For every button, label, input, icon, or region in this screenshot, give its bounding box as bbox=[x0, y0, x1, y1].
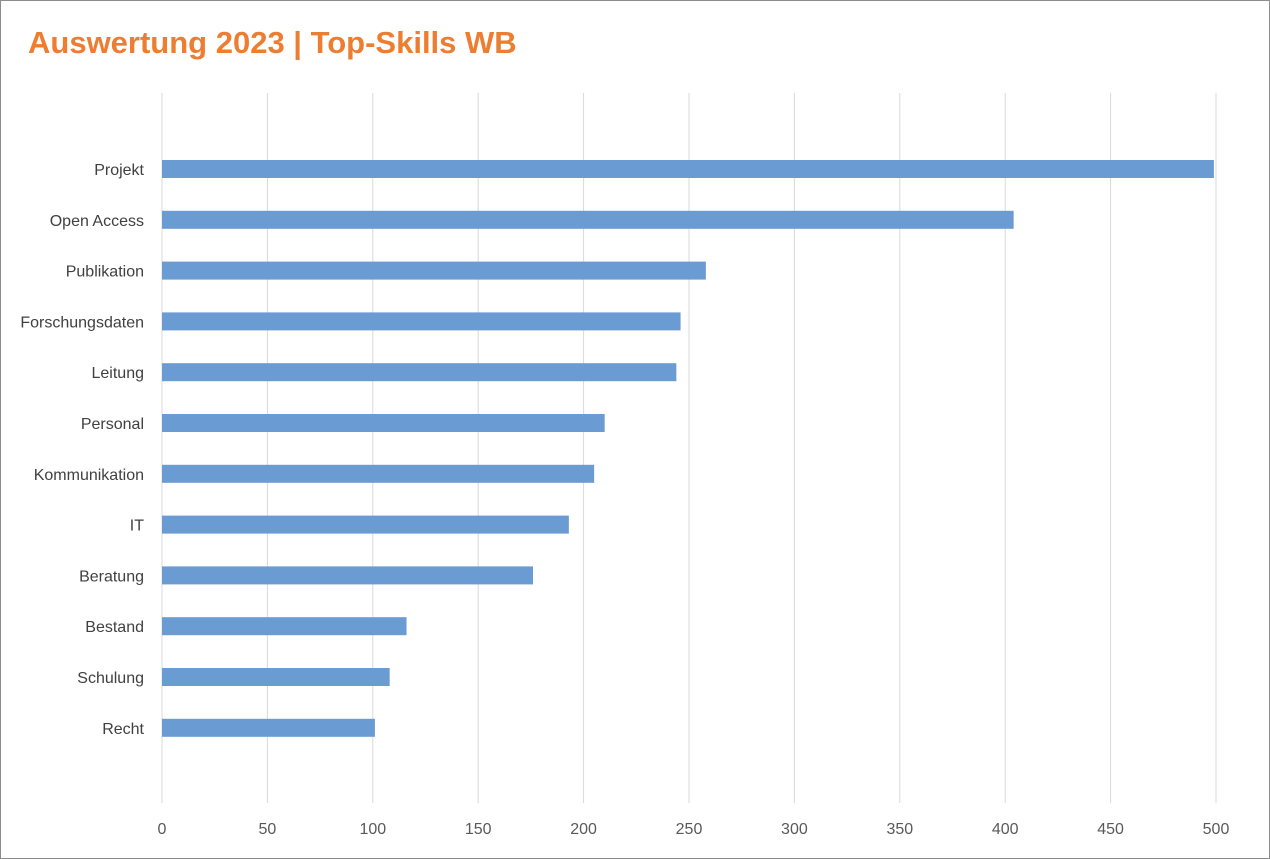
x-tick-label: 300 bbox=[781, 821, 808, 838]
category-label: Personal bbox=[81, 416, 144, 433]
x-tick-label: 0 bbox=[158, 821, 167, 838]
x-tick-label: 50 bbox=[259, 821, 277, 838]
category-label: Leitung bbox=[92, 365, 145, 382]
category-label: Projekt bbox=[94, 162, 144, 179]
category-label: Bestand bbox=[85, 619, 144, 636]
category-label: Beratung bbox=[79, 568, 144, 585]
bar-kommunikation bbox=[162, 464, 595, 483]
bars bbox=[162, 160, 1214, 737]
category-label: Publikation bbox=[66, 264, 144, 281]
bar-publikation bbox=[162, 261, 706, 280]
x-tick-label: 450 bbox=[1097, 821, 1124, 838]
category-label: Kommunikation bbox=[34, 467, 144, 484]
category-label: Schulung bbox=[77, 670, 144, 687]
bar-projekt bbox=[162, 160, 1214, 178]
bar-recht bbox=[162, 718, 375, 737]
bar-bestand bbox=[162, 617, 407, 636]
chart-title: Auswertung 2023 | Top-Skills WB bbox=[28, 25, 517, 60]
x-tick-label: 200 bbox=[570, 821, 597, 838]
bar-it bbox=[162, 515, 569, 534]
x-tick-label: 100 bbox=[359, 821, 386, 838]
category-label: Forschungsdaten bbox=[20, 314, 144, 331]
category-labels: Projekt Open Access Publikation Forschungsd… bbox=[20, 162, 144, 738]
x-tick-label: 400 bbox=[992, 821, 1019, 838]
category-label: Recht bbox=[102, 721, 144, 738]
category-label: Open Access bbox=[50, 213, 144, 230]
bar-forschungsdaten bbox=[162, 312, 681, 331]
bar-beratung bbox=[162, 566, 534, 585]
gridlines bbox=[161, 93, 1217, 803]
category-label: IT bbox=[130, 518, 144, 535]
x-tick-label: 500 bbox=[1203, 821, 1230, 838]
bar-personal bbox=[162, 414, 605, 432]
x-tick-label: 250 bbox=[676, 821, 703, 838]
bar-leitung bbox=[162, 363, 677, 382]
x-tick-label: 150 bbox=[465, 821, 492, 838]
x-tick-label: 350 bbox=[886, 821, 913, 838]
x-tick-labels: 0 50 100 150 200 250 300 350 400 450 500 bbox=[158, 821, 1230, 838]
bar-open-access bbox=[162, 210, 1014, 229]
bar-schulung bbox=[162, 668, 390, 686]
